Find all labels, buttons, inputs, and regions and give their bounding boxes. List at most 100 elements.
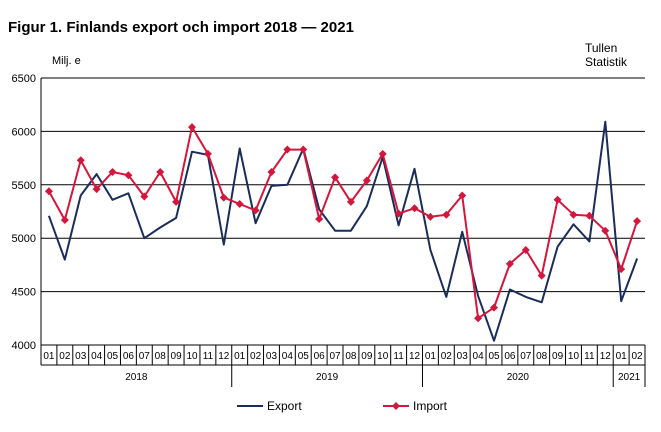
x-tick-label-month: 02: [250, 351, 262, 362]
x-tick-label-month: 12: [600, 351, 612, 362]
data-point-import: [299, 145, 308, 154]
x-tick-label-month: 06: [314, 351, 326, 362]
x-tick-label-month: 01: [425, 351, 437, 362]
x-tick-label-month: 03: [75, 351, 87, 362]
x-tick-label-month: 05: [298, 351, 310, 362]
x-tick-label-month: 12: [218, 351, 230, 362]
y-tick-label-6000: 6000: [12, 126, 36, 138]
y-axis-tick-labels: 4000 4500 5000 5500 6000 6500: [12, 73, 36, 352]
x-tick-label-month: 08: [536, 351, 548, 362]
y-tick-label-4500: 4500: [12, 287, 36, 299]
x-tick-label-month: 05: [107, 351, 119, 362]
x-tick-label-month: 03: [266, 351, 278, 362]
data-point-import: [203, 149, 212, 158]
source-line-1: Tullen: [585, 41, 617, 55]
x-tick-label-month: 02: [441, 351, 453, 362]
legend-label-export: Export: [267, 399, 302, 413]
series-line-import: [48, 126, 639, 320]
data-point-import: [331, 173, 340, 182]
data-point-import: [378, 149, 387, 158]
x-tick-label-month: 04: [91, 351, 103, 362]
data-point-import: [140, 192, 149, 201]
x-tick-label-month: 04: [473, 351, 485, 362]
data-point-import: [219, 193, 228, 202]
x-axis: 01 02 03 04 05 06 07 08 09 10 11 12 01 02 03 04 05 06 07 08…: [40, 345, 646, 387]
data-point-import: [108, 167, 117, 176]
x-tick-label-month: 02: [631, 351, 643, 362]
grid-layer: [40, 77, 645, 346]
x-tick-label-month: 12: [409, 351, 421, 362]
x-tick-label-month: 06: [123, 351, 135, 362]
data-point-import: [267, 167, 276, 176]
data-point-import: [362, 176, 371, 185]
data-point-import: [346, 197, 355, 206]
y-tick-label-4000: 4000: [12, 340, 36, 352]
x-tick-label-month: 07: [520, 351, 532, 362]
x-tick-label-month: 11: [393, 351, 404, 362]
data-point-import: [585, 211, 594, 220]
x-tick-label-month: 09: [552, 351, 564, 362]
x-tick-label-month: 01: [234, 351, 246, 362]
x-tick-label-month: 11: [584, 351, 595, 362]
x-tick-label-month: 06: [504, 351, 516, 362]
x-tick-label-month: 10: [377, 351, 389, 362]
y-tick-label-5000: 5000: [12, 233, 36, 245]
data-point-import: [458, 191, 467, 200]
x-tick-label-month: 10: [186, 351, 198, 362]
data-point-import: [188, 123, 196, 132]
data-point-import: [569, 210, 578, 219]
legend-label-import: Import: [413, 399, 448, 413]
data-point-import: [44, 187, 53, 196]
data-point-import: [521, 245, 530, 254]
x-tick-label-month: 04: [282, 351, 294, 362]
data-point-import: [442, 210, 451, 219]
x-tick-label-year: 2018: [125, 372, 148, 383]
y-tick-label-5500: 5500: [12, 180, 36, 192]
x-tick-label-year: 2020: [507, 372, 530, 383]
data-point-import: [617, 265, 626, 274]
data-point-import: [537, 271, 546, 280]
x-tick-label-month: 10: [568, 351, 580, 362]
data-point-import: [633, 217, 642, 226]
x-tick-label-month: 09: [171, 351, 183, 362]
data-point-import: [394, 209, 403, 218]
data-point-import: [156, 167, 165, 176]
x-tick-label-month: 01: [616, 351, 628, 362]
data-point-import: [505, 259, 514, 268]
data-point-import: [92, 185, 101, 194]
x-tick-label-year: 2019: [316, 372, 339, 383]
data-point-import: [601, 226, 610, 235]
data-point-import: [474, 314, 483, 323]
data-point-import: [490, 303, 498, 312]
series-line-export: [47, 120, 639, 342]
data-point-import: [60, 216, 69, 225]
x-tick-label-month: 05: [488, 351, 500, 362]
legend-marker-import: [392, 402, 400, 410]
series-layer: [44, 120, 642, 342]
x-tick-label-month: 08: [155, 351, 167, 362]
y-axis-unit-label: Milj. e: [52, 55, 81, 67]
x-tick-label-month: 09: [361, 351, 373, 362]
data-point-import: [76, 156, 85, 165]
x-tick-label-month: 07: [139, 351, 151, 362]
x-tick-label-month: 02: [59, 351, 71, 362]
data-point-import: [283, 145, 292, 154]
data-point-import: [410, 204, 419, 213]
data-point-import: [251, 206, 260, 215]
y-tick-label-6500: 6500: [12, 73, 36, 85]
data-point-import: [124, 171, 133, 180]
data-point-import: [235, 200, 244, 209]
data-point-import: [426, 212, 435, 221]
data-point-import: [553, 195, 562, 204]
x-tick-label-month: 07: [329, 351, 341, 362]
data-point-import: [315, 214, 324, 223]
x-tick-label-month: 08: [345, 351, 357, 362]
data-point-import: [172, 197, 181, 206]
x-tick-label-month: 03: [457, 351, 469, 362]
x-tick-label-month: 11: [203, 351, 214, 362]
source-line-2: Statistik: [585, 55, 628, 69]
x-tick-label-month: 01: [43, 351, 55, 362]
legend: Export Import: [237, 399, 448, 413]
chart-title: Figur 1. Finlands export och import 2018…: [8, 19, 354, 36]
